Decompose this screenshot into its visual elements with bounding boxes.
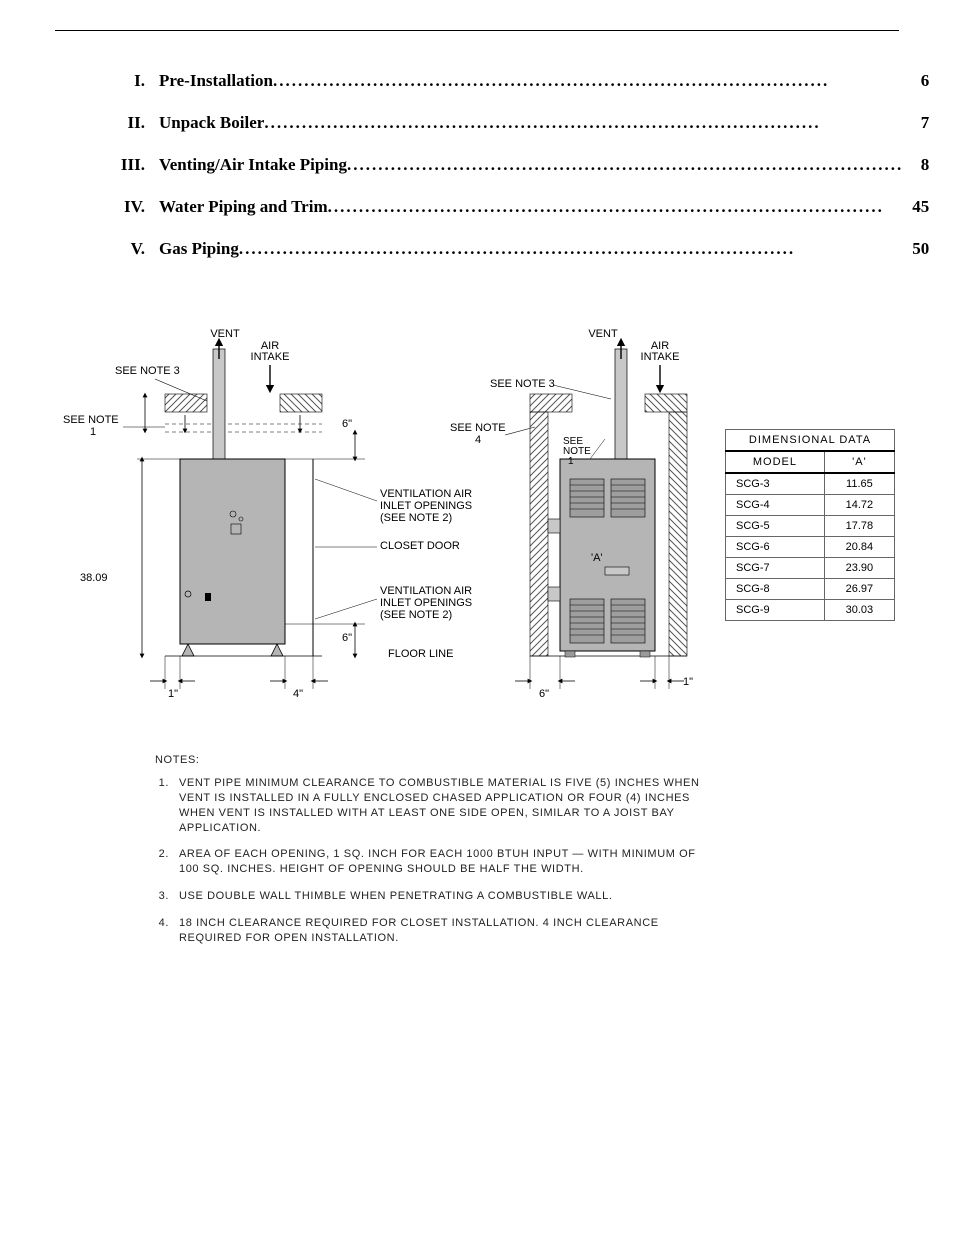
label-4in: 4" — [293, 688, 303, 700]
dim-model: SCG-7 — [726, 558, 825, 579]
dim-a-value: 14.72 — [824, 495, 894, 516]
toc-column-left: I. Pre-Installation 6 II. Unpack Boiler 7 III.… — [100, 71, 929, 259]
label-vent: VENT — [210, 328, 240, 340]
dim-col-model: MODEL — [726, 451, 825, 473]
toc-roman: II. — [100, 113, 145, 133]
toc-dots — [239, 239, 903, 259]
toc-page: 45 — [905, 197, 929, 217]
dim-col-a: 'A' — [824, 451, 894, 473]
dim-a-value: 23.90 — [824, 558, 894, 579]
table-row: SCG-517.78 — [726, 516, 895, 537]
label-6in-b: 6" — [539, 688, 549, 700]
note-number: 1. — [155, 776, 169, 835]
note-number: 2. — [155, 847, 169, 877]
toc-entry: IV. Water Piping and Trim 45 — [100, 197, 929, 217]
dim-model: SCG-6 — [726, 537, 825, 558]
table-row: SCG-723.90 — [726, 558, 895, 579]
dim-a-value: 30.03 — [824, 600, 894, 621]
table-row: SCG-826.97 — [726, 579, 895, 600]
left-elevation: VENT AIRINTAKE SEE NOTE 3 SEE NOTE1 — [63, 328, 475, 700]
toc-page: 7 — [905, 113, 929, 133]
label-vent-inlet-bot: VENTILATION AIR INLET OPENINGS (SEE NOTE… — [380, 585, 475, 621]
dim-model: SCG-8 — [726, 579, 825, 600]
toc-entry: I. Pre-Installation 6 — [100, 71, 929, 91]
label-vent-inlet-top: VENTILATION AIR INLET OPENINGS (SEE NOTE… — [380, 488, 475, 524]
toc-dots — [328, 197, 904, 217]
table-of-contents: I.Pre-Installation6II.Unpack Boiler7III.… — [100, 71, 854, 259]
note-number: 4. — [155, 916, 169, 946]
toc-page: 8 — [905, 155, 929, 175]
dim-a-value: 17.78 — [824, 516, 894, 537]
label-see-note-3-a: SEE NOTE 3 — [115, 365, 180, 377]
dim-table-header: DIMENSIONAL DATA — [726, 430, 895, 452]
toc-title: Pre-Installation — [159, 71, 273, 91]
note-item: 1.VENT PIPE MINIMUM CLEARANCE TO COMBUST… — [155, 776, 715, 835]
label-height-3809: 38.09 — [80, 572, 108, 584]
toc-dots — [273, 71, 903, 91]
note-text: 18 INCH CLEARANCE REQUIRED FOR CLOSET IN… — [179, 916, 715, 946]
table-row: SCG-414.72 — [726, 495, 895, 516]
toc-entry: II. Unpack Boiler 7 — [100, 113, 929, 133]
dim-model: SCG-9 — [726, 600, 825, 621]
label-floor-line: FLOOR LINE — [388, 648, 453, 660]
note-text: VENT PIPE MINIMUM CLEARANCE TO COMBUSTIB… — [179, 776, 715, 835]
label-see-note-3-b: SEE NOTE 3 — [490, 378, 555, 390]
note-number: 3. — [155, 889, 169, 904]
dim-a-value: 26.97 — [824, 579, 894, 600]
toc-dots — [264, 113, 903, 133]
label-see-note-1-a: SEE NOTE1 — [63, 414, 119, 438]
right-elevation: VENT AIRINTAKE SEE NOTE 3 SEE NOTE4 — [450, 328, 693, 700]
table-row: SCG-620.84 — [726, 537, 895, 558]
note-text: USE DOUBLE WALL THIMBLE WHEN PENETRATING… — [179, 889, 715, 904]
clearance-diagram: VENT AIRINTAKE SEE NOTE 3 SEE NOTE1 — [55, 319, 705, 724]
dim-model: SCG-5 — [726, 516, 825, 537]
label-1in-a: 1" — [168, 688, 178, 700]
dim-a-value: 11.65 — [824, 473, 894, 495]
toc-entry: V. Gas Piping 50 — [100, 239, 929, 259]
dimensional-data-table-wrap: DIMENSIONAL DATA MODEL 'A' SCG-311.65SCG… — [725, 429, 895, 621]
table-row: SCG-311.65 — [726, 473, 895, 495]
dim-a-value: 20.84 — [824, 537, 894, 558]
toc-roman: III. — [100, 155, 145, 175]
diagram-notes: NOTES: 1.VENT PIPE MINIMUM CLEARANCE TO … — [155, 754, 715, 946]
dim-model: SCG-3 — [726, 473, 825, 495]
dimensional-data-table: DIMENSIONAL DATA MODEL 'A' SCG-311.65SCG… — [725, 429, 895, 621]
document-page: I. Pre-Installation 6 II. Unpack Boiler 7 III.… — [0, 0, 954, 998]
label-vent-b: VENT — [588, 328, 618, 340]
dim-model: SCG-4 — [726, 495, 825, 516]
toc-roman: I. — [100, 71, 145, 91]
label-a-dim: 'A' — [591, 552, 603, 564]
label-1in-b: 1" — [683, 676, 693, 688]
note-item: 4. 18 INCH CLEARANCE REQUIRED FOR CLOSET … — [155, 916, 715, 946]
label-closet-door: CLOSET DOOR — [380, 540, 460, 552]
toc-title: Gas Piping — [159, 239, 239, 259]
label-6in-top: 6" — [342, 418, 352, 430]
toc-title: Water Piping and Trim — [159, 197, 328, 217]
note-text: AREA OF EACH OPENING, 1 SQ. INCH FOR EAC… — [179, 847, 715, 877]
note-item: 2. AREA OF EACH OPENING, 1 SQ. INCH FOR E… — [155, 847, 715, 877]
toc-page: 50 — [905, 239, 929, 259]
toc-roman: V. — [100, 239, 145, 259]
label-air-intake-b: AIRINTAKE — [641, 340, 680, 363]
toc-title: Unpack Boiler — [159, 113, 264, 133]
figure-and-table-row: VENT AIRINTAKE SEE NOTE 3 SEE NOTE1 — [55, 319, 899, 724]
toc-page: 6 — [905, 71, 929, 91]
toc-title: Venting/Air Intake Piping — [159, 155, 347, 175]
toc-roman: IV. — [100, 197, 145, 217]
toc-dots — [347, 155, 903, 175]
note-item: 3. USE DOUBLE WALL THIMBLE WHEN PENETRATI… — [155, 889, 715, 904]
label-6in-bot: 6" — [342, 632, 352, 644]
toc-entry: III. Venting/Air Intake Piping 8 — [100, 155, 929, 175]
notes-title: NOTES: — [155, 754, 715, 766]
top-rule — [55, 30, 899, 31]
label-air-intake-a: AIRINTAKE — [251, 340, 290, 363]
label-see-note-4: SEE NOTE4 — [450, 422, 506, 446]
table-row: SCG-930.03 — [726, 600, 895, 621]
